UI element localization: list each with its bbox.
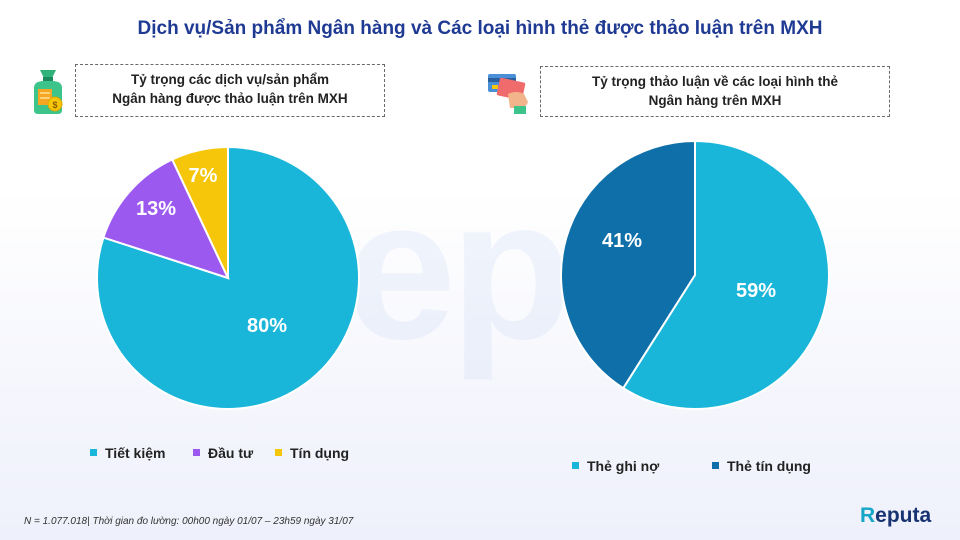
svg-text:$: $ [52,100,57,110]
pie-slice-tin-dung [170,145,229,279]
data-label-tiet-kiem: 80% [247,315,287,337]
data-label-the-ghi-no: 59% [736,280,776,302]
legend-swatch [275,449,282,456]
left-panel-title: Tỷ trọng các dịch vụ/sản phẩm Ngân hàng … [75,64,385,117]
legend-swatch [90,449,97,456]
data-label-tin-dung: 7% [189,165,218,187]
legend-item-the-ghi-no: Thẻ ghi nợ [572,458,659,474]
legend-label: Tiết kiệm [105,445,166,461]
legend-swatch [712,462,719,469]
pie-slice-the-tin-dung [560,139,696,390]
left-panel-title-line2: Ngân hàng được thảo luận trên MXH [112,91,348,106]
reputa-logo: Reputa [860,504,931,528]
money-bag-icon: $ [34,70,63,114]
right-panel-title: Tỷ trọng thảo luận về các loại hình thẻ … [540,66,890,117]
logo-rest: eputa [875,504,932,527]
data-label-dau-tu: 13% [136,198,176,220]
legend-label: Thẻ ghi nợ [587,458,660,474]
legend-label: Đầu tư [208,445,254,461]
left-panel-title-line1: Tỷ trọng các dịch vụ/sản phẩm [130,72,330,87]
legend-label: Tín dụng [290,445,350,461]
legend-item-dau-tu: Đầu tư [193,445,253,461]
legend-item-the-tin-dung: Thẻ tín dụng [712,458,811,474]
legend-swatch [193,449,200,456]
legend-swatch [572,462,579,469]
credit-card-icon [488,74,528,114]
right-panel-title-line1: Tỷ trọng thảo luận về các loại hình thẻ [591,74,839,89]
footnote: N = 1.077.018| Thời gian đo lường: 00h00… [24,516,354,527]
pie-slice-the-ghi-no [621,139,830,410]
legend-item-tiet-kiem: Tiết kiệm [90,445,165,461]
data-label-the-tin-dung: 41% [602,230,642,252]
logo-initial: R [860,504,876,527]
legend-item-tin-dung: Tín dụng [275,445,349,461]
pie-slice-dau-tu [102,158,230,280]
legend-label: Thẻ tín dụng [727,458,811,474]
right-panel-title-line2: Ngân hàng trên MXH [648,93,782,108]
page-title: Dịch vụ/Sản phẩm Ngân hàng và Các loại h… [137,18,823,39]
